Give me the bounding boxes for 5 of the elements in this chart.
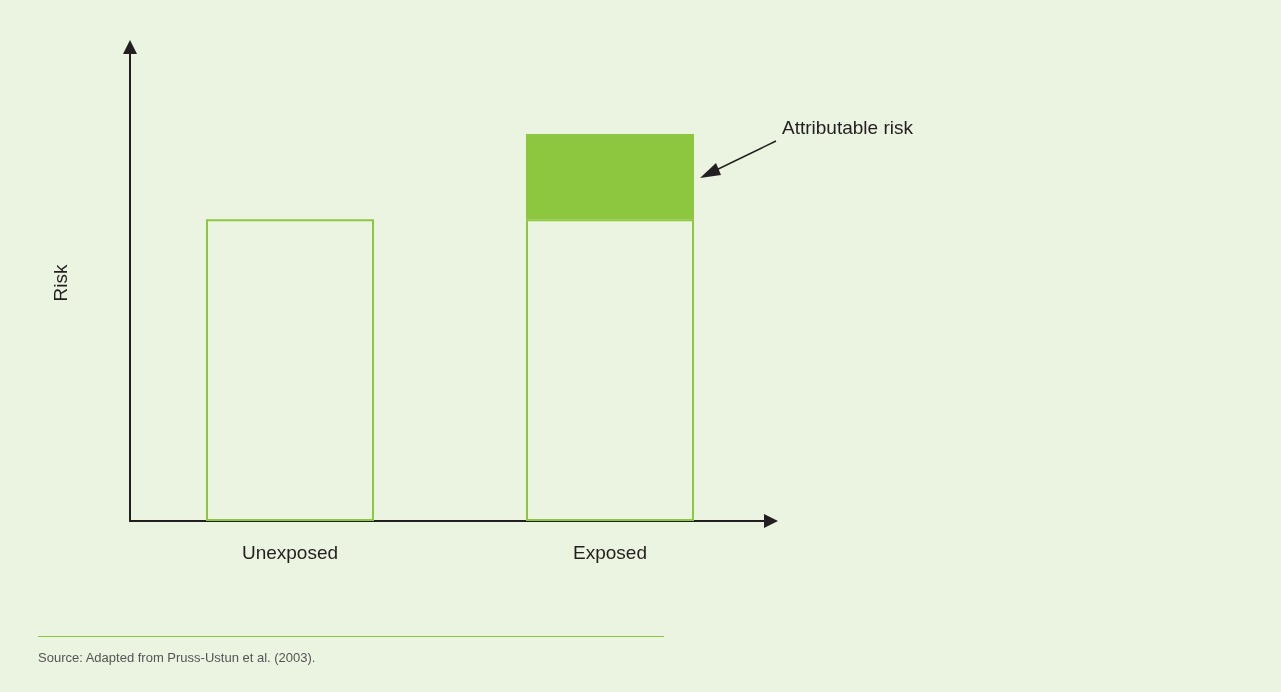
- x-tick-label: Unexposed: [241, 542, 339, 563]
- text: Attributable risk: [782, 116, 913, 139]
- source-note: Source: Adapted from Pruss-Ustun et al. (2003).: [38, 650, 316, 665]
- x-tick-label: Exposed: [573, 542, 647, 563]
- y-axis-title: Risk: [50, 264, 71, 302]
